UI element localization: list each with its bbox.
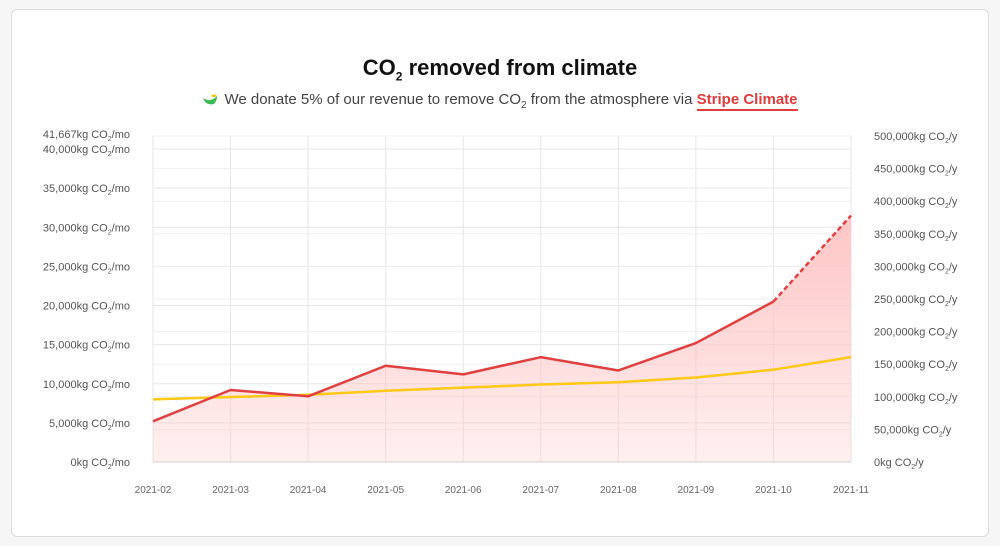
x-tick: 2021-02 [135, 485, 172, 496]
leaf-icon [202, 93, 218, 110]
chart-title: CO2 removed from climate [362, 55, 638, 84]
y-tick-right: 500,000kg CO2/y [874, 131, 958, 145]
y-tick-right: 250,000kg CO2/y [874, 294, 958, 308]
y-tick-right: 400,000kg CO2/y [874, 196, 958, 210]
y-tick-right: 200,000kg CO2/y [874, 327, 958, 341]
x-tick: 2021-08 [600, 485, 637, 496]
x-tick: 2021-07 [522, 485, 559, 496]
trend-line [152, 355, 852, 401]
x-tick: 2021-09 [678, 485, 715, 496]
y-tick-left: 40,000kg CO2/mo [43, 144, 130, 158]
chart-subtitle: We donate 5% of our revenue to remove CO… [0, 91, 1000, 111]
stripe-climate-link[interactable]: Stripe Climate [696, 91, 798, 111]
y-tick-right: 100,000kg CO2/y [874, 392, 958, 406]
x-tick: 2021-03 [212, 485, 249, 496]
co2-removed-line [152, 300, 775, 423]
y-tick-left: 35,000kg CO2/mo [43, 183, 130, 197]
series-layer [152, 214, 852, 423]
x-tick: 2021-06 [445, 485, 482, 496]
x-tick: 2021-05 [367, 485, 404, 496]
y-tick-left: 0kg CO2/mo [70, 457, 130, 471]
y-tick-left: 15,000kg CO2/mo [43, 340, 130, 354]
x-axis: 2021-02 2021-03 2021-04 2021-05 2021-06 2021-… [135, 485, 870, 496]
y-tick-right: 150,000kg CO2/y [874, 359, 958, 373]
y-axis-right: 0kg CO2/y 50,000kg CO2/y 100,000kg CO2/y 15… [874, 131, 958, 471]
y-axis-left: 0kg CO2/mo 5,000kg CO2/mo 10,000kg CO2/mo 1… [43, 129, 130, 471]
y-tick-right: 50,000kg CO2/y [874, 424, 952, 438]
x-tick: 2021-04 [290, 485, 327, 496]
y-tick-left: 20,000kg CO2/mo [43, 301, 130, 315]
y-tick-left: 41,667kg CO2/mo [43, 129, 130, 143]
area-layer [153, 215, 851, 462]
co2-projected-line [772, 214, 852, 303]
x-tick: 2021-11 [833, 485, 869, 496]
y-tick-left: 25,000kg CO2/mo [43, 261, 130, 275]
y-tick-right: 0kg CO2/y [874, 457, 924, 471]
y-tick-right: 300,000kg CO2/y [874, 261, 958, 275]
co2-removed-area [153, 215, 851, 462]
y-tick-right: 450,000kg CO2/y [874, 164, 958, 178]
y-tick-left: 30,000kg CO2/mo [43, 222, 130, 236]
y-tick-right: 350,000kg CO2/y [874, 229, 958, 243]
x-tick: 2021-10 [755, 485, 792, 496]
y-tick-left: 5,000kg CO2/mo [49, 418, 130, 432]
y-tick-left: 10,000kg CO2/mo [43, 379, 130, 393]
